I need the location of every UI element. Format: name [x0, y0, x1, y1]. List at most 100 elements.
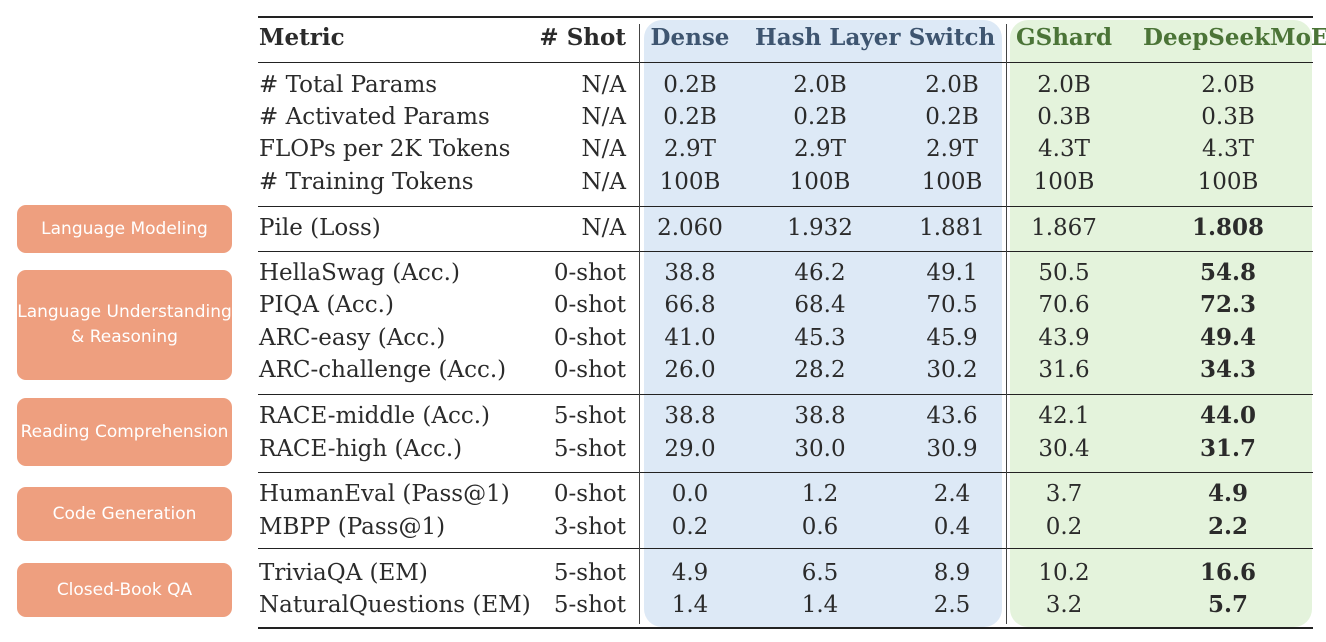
header-model-hash-layer: Hash Layer	[755, 24, 901, 51]
header-rule	[258, 62, 1313, 63]
row-value-cell: 2.9T	[926, 136, 978, 162]
group-rule	[258, 206, 1313, 207]
category-tag-language-modeling: Language Modeling	[17, 205, 232, 253]
row-shot-value: 5-shot	[553, 403, 626, 429]
row-value-cell: 2.9T	[794, 136, 846, 162]
row-value-cell: 10.2	[1038, 560, 1090, 586]
row-shot-value: 0-shot	[553, 325, 626, 351]
row-value-cell: 38.8	[664, 403, 716, 429]
row-value-cell: 0.2B	[663, 72, 717, 98]
row-value-cell: 1.808	[1191, 214, 1265, 241]
row-value-cell: 2.0B	[793, 72, 847, 98]
row-value-cell: 43.6	[926, 403, 978, 429]
row-value-cell: 100B	[1197, 169, 1259, 195]
category-tag-code-generation: Code Generation	[17, 487, 232, 541]
group-rule	[258, 472, 1313, 473]
row-value-cell: 28.2	[794, 357, 846, 383]
row-value-cell: 1.932	[787, 215, 853, 241]
row-shot-value: N/A	[581, 136, 626, 162]
row-value-cell: 8.9	[933, 560, 971, 586]
row-value-cell: 0.3B	[1201, 104, 1255, 130]
row-value-cell: 0.6	[801, 514, 839, 540]
row-shot-value: 0-shot	[553, 481, 626, 507]
row-value-cell: 2.060	[657, 215, 723, 241]
row-metric-label: NaturalQuestions (EM)	[259, 592, 531, 618]
row-value-cell: 1.4	[801, 592, 839, 618]
row-value-cell: 30.2	[926, 357, 978, 383]
row-shot-value: 5-shot	[553, 436, 626, 462]
row-value-cell: 70.5	[926, 292, 978, 318]
row-value-cell: 100B	[1033, 169, 1095, 195]
row-value-cell: 5.7	[1207, 591, 1248, 618]
row-value-cell: 43.9	[1038, 325, 1090, 351]
group-rule	[258, 251, 1313, 252]
row-shot-value: 5-shot	[553, 592, 626, 618]
row-value-cell: 0.2B	[925, 104, 979, 130]
row-value-cell: 29.0	[664, 436, 716, 462]
row-value-cell: 34.3	[1199, 356, 1257, 383]
header-metric: Metric	[259, 24, 345, 51]
row-value-cell: 3.7	[1045, 481, 1083, 507]
row-value-cell: 0.2B	[793, 104, 847, 130]
category-tag-closed-book-qa: Closed-Book QA	[17, 563, 232, 617]
row-metric-label: MBPP (Pass@1)	[259, 514, 446, 540]
row-metric-label: # Total Params	[259, 72, 438, 98]
row-value-cell: 0.4	[933, 514, 971, 540]
row-value-cell: 49.4	[1199, 324, 1257, 351]
row-value-cell: 38.8	[664, 260, 716, 286]
group-rule	[258, 394, 1313, 395]
row-metric-label: PIQA (Acc.)	[259, 292, 394, 318]
row-value-cell: 2.5	[933, 592, 971, 618]
category-tag-reading-comprehension: Reading Comprehension	[17, 398, 232, 466]
row-value-cell: 45.9	[926, 325, 978, 351]
row-shot-value: 3-shot	[553, 514, 626, 540]
row-value-cell: 1.4	[671, 592, 709, 618]
row-value-cell: 38.8	[794, 403, 846, 429]
header-shot: # Shot	[539, 24, 626, 51]
row-value-cell: 4.3T	[1202, 136, 1254, 162]
row-value-cell: 2.0B	[1037, 72, 1091, 98]
row-shot-value: 0-shot	[553, 357, 626, 383]
baseline-models-highlight	[644, 20, 1002, 627]
row-shot-value: 0-shot	[553, 260, 626, 286]
row-metric-label: HellaSwag (Acc.)	[259, 260, 460, 286]
bottom-rule	[258, 627, 1313, 629]
row-value-cell: 2.0B	[925, 72, 979, 98]
row-shot-value: N/A	[581, 72, 626, 98]
row-value-cell: 100B	[789, 169, 851, 195]
row-value-cell: 2.2	[1207, 513, 1248, 540]
row-value-cell: 45.3	[794, 325, 846, 351]
row-value-cell: 30.9	[926, 436, 978, 462]
moe-models-highlight	[1010, 20, 1312, 627]
header-model-dense: Dense	[650, 24, 730, 51]
row-value-cell: 0.0	[671, 481, 709, 507]
row-value-cell: 4.9	[671, 560, 709, 586]
row-shot-value: 5-shot	[553, 560, 626, 586]
row-metric-label: ARC-challenge (Acc.)	[259, 357, 507, 383]
row-value-cell: 0.3B	[1037, 104, 1091, 130]
row-metric-label: RACE-high (Acc.)	[259, 436, 463, 462]
header-model-deepseekmoe: DeepSeekMoE	[1143, 24, 1326, 51]
row-value-cell: 100B	[659, 169, 721, 195]
row-value-cell: 0.2	[671, 514, 709, 540]
row-value-cell: 72.3	[1199, 291, 1257, 318]
row-metric-label: # Training Tokens	[259, 169, 474, 195]
row-shot-value: N/A	[581, 169, 626, 195]
row-value-cell: 4.3T	[1038, 136, 1090, 162]
row-metric-label: FLOPs per 2K Tokens	[259, 136, 511, 162]
row-metric-label: Pile (Loss)	[259, 215, 381, 241]
row-value-cell: 2.4	[933, 481, 971, 507]
row-shot-value: N/A	[581, 215, 626, 241]
row-value-cell: 68.4	[794, 292, 846, 318]
row-shot-value: N/A	[581, 104, 626, 130]
shot-column-separator	[639, 24, 640, 624]
row-value-cell: 4.9	[1207, 480, 1248, 507]
group-rule	[258, 548, 1313, 549]
header-model-gshard: GShard	[1015, 24, 1113, 51]
row-value-cell: 54.8	[1199, 259, 1257, 286]
row-value-cell: 70.6	[1038, 292, 1090, 318]
row-value-cell: 41.0	[664, 325, 716, 351]
model-group-separator	[1006, 24, 1007, 624]
row-value-cell: 0.2	[1045, 514, 1083, 540]
header-model-switch: Switch	[908, 24, 996, 51]
